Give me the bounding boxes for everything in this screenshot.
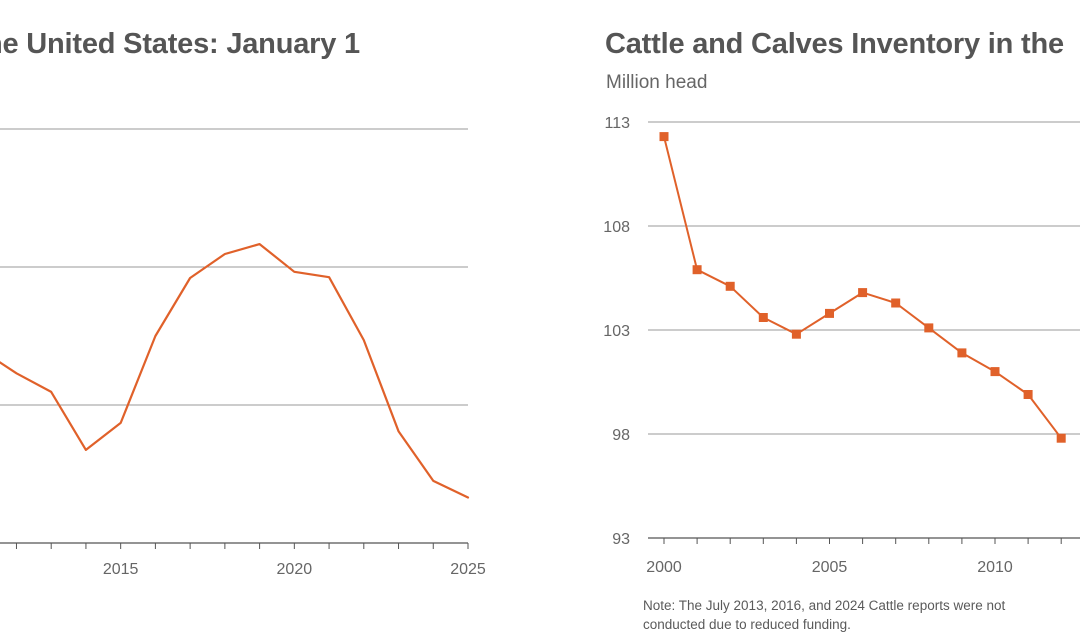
right-x-tick-label-0: 2000 [646,559,682,576]
right-data-point-2004 [791,329,801,339]
right-data-point-2011 [1023,390,1033,399]
right-y-tick-label-3: 98 [612,427,630,444]
right-x-tick-label-1: 2005 [812,559,848,576]
left-x-tick-label-0: 2015 [103,561,139,578]
right-data-point-2003 [758,313,768,322]
right-data-point-2000 [659,132,669,142]
right-data-point-2008 [924,323,934,333]
right-series-line [663,136,1062,439]
left-chart-title: he United States: January 1 [0,28,360,60]
right-data-point-2005 [825,308,834,318]
right-chart-plot: 113 108 103 98 93 2000 2005 2010 [603,115,1080,576]
left-chart-plot: 2015 2020 2025 [0,128,486,578]
left-x-tick-label-1: 2020 [277,561,313,578]
right-chart-title: Cattle and Calves Inventory in the [605,28,1064,60]
right-data-point-2006 [858,288,868,298]
left-x-tick-label-2: 2025 [450,561,486,578]
right-data-point-2002 [725,281,735,291]
right-x-tick-label-2: 2010 [977,559,1013,576]
right-chart-note: Note: The July 2013, 2016, and 2024 Catt… [643,598,1006,632]
left-series-line [0,243,470,499]
right-data-point-2009 [957,348,967,358]
right-y-tick-label-0: 113 [604,115,630,132]
right-y-tick-label-4: 93 [612,531,630,548]
right-y-tick-label-2: 103 [603,323,630,340]
right-data-point-2007 [891,298,901,308]
right-chart-subtitle: Million head [606,72,708,93]
right-y-tick-label-1: 108 [603,219,630,236]
right-data-point-2001 [692,265,702,275]
right-data-point-2012 [1056,433,1066,443]
right-data-point-2010 [990,367,1000,377]
